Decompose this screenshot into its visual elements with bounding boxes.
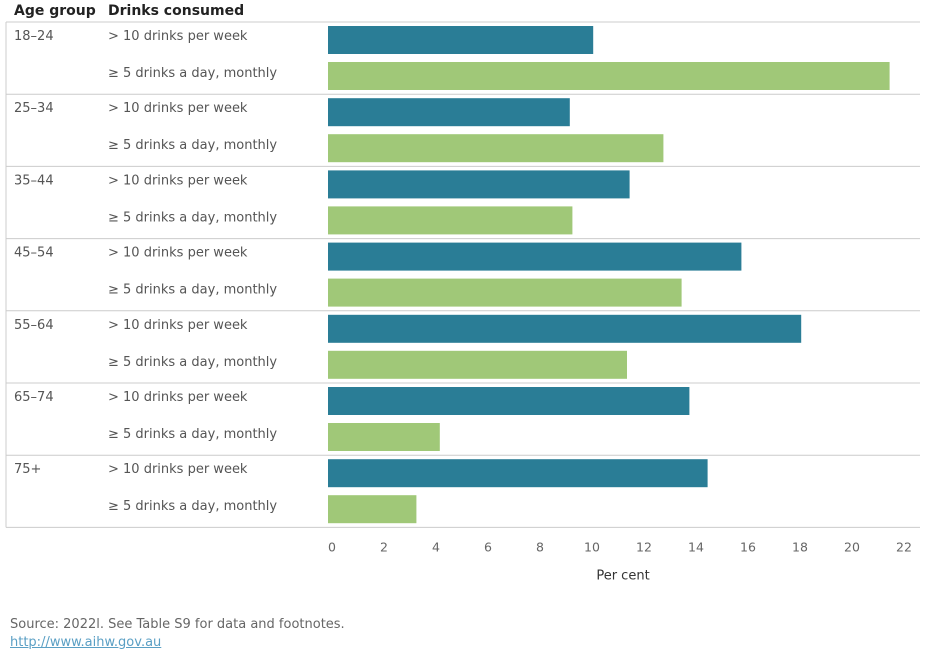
bar-monthly <box>328 278 682 307</box>
drink-category-label: ≥ 5 drinks a day, monthly <box>108 427 277 442</box>
x-tick-label: 18 <box>792 539 808 554</box>
x-tick-label: 0 <box>328 539 336 554</box>
bar-monthly <box>328 495 417 524</box>
bar-monthly <box>328 423 440 451</box>
age-group-label: 45–54 <box>14 246 54 261</box>
x-tick-label: 6 <box>484 539 492 554</box>
x-tick-label: 8 <box>536 539 544 554</box>
drink-category-label: ≥ 5 drinks a day, monthly <box>108 283 277 298</box>
x-tick-label: 16 <box>740 539 756 554</box>
bar-weekly <box>328 26 594 54</box>
drink-category-label: > 10 drinks per week <box>108 462 248 477</box>
drink-category-label: ≥ 5 drinks a day, monthly <box>108 138 277 153</box>
age-group-label: 65–74 <box>14 390 54 405</box>
x-axis-title: Per cent <box>596 568 649 583</box>
drink-category-label: > 10 drinks per week <box>108 29 248 44</box>
drink-category-label: > 10 drinks per week <box>108 173 248 188</box>
bar-monthly <box>328 206 573 235</box>
source-note: Source: 2022l. See Table S9 for data and… <box>10 617 345 632</box>
x-tick-label: 12 <box>636 539 652 554</box>
drink-category-label: ≥ 5 drinks a day, monthly <box>108 355 277 370</box>
drinks-consumed-header: Drinks consumed <box>108 3 245 19</box>
x-tick-label: 20 <box>844 539 860 554</box>
bar-monthly <box>328 134 664 163</box>
bar-monthly <box>328 62 890 90</box>
x-tick-label: 14 <box>688 539 704 554</box>
age-group-label: 35–44 <box>14 173 54 188</box>
x-tick-label: 22 <box>896 539 912 554</box>
age-group-label: 18–24 <box>14 29 54 44</box>
drink-category-label: > 10 drinks per week <box>108 246 248 261</box>
bar-weekly <box>328 170 630 199</box>
drink-category-label: ≥ 5 drinks a day, monthly <box>108 499 277 514</box>
age-group-label: 55–64 <box>14 318 54 333</box>
bar-weekly <box>328 314 802 343</box>
age-group-label: 75+ <box>14 462 41 477</box>
drink-category-label: > 10 drinks per week <box>108 390 248 405</box>
drink-category-label: ≥ 5 drinks a day, monthly <box>108 66 277 81</box>
bar-weekly <box>328 387 690 415</box>
aihw-link[interactable]: http://www.aihw.gov.au <box>10 635 162 650</box>
age-group-label: 25–34 <box>14 101 54 116</box>
x-tick-label: 10 <box>584 539 600 554</box>
bar-weekly <box>328 242 742 271</box>
bar-monthly <box>328 350 627 379</box>
drink-category-label: > 10 drinks per week <box>108 318 248 333</box>
drink-category-label: > 10 drinks per week <box>108 101 248 116</box>
bar-weekly <box>328 98 570 127</box>
bar-chart: 18–24 > 10 drinks per week ≥ 5 drinks a da… <box>5 21 920 583</box>
age-group-header: Age group <box>14 3 96 19</box>
bar-weekly <box>328 459 708 488</box>
x-tick-label: 4 <box>432 539 440 554</box>
drink-category-label: ≥ 5 drinks a day, monthly <box>108 210 277 225</box>
x-tick-label: 2 <box>380 539 388 554</box>
